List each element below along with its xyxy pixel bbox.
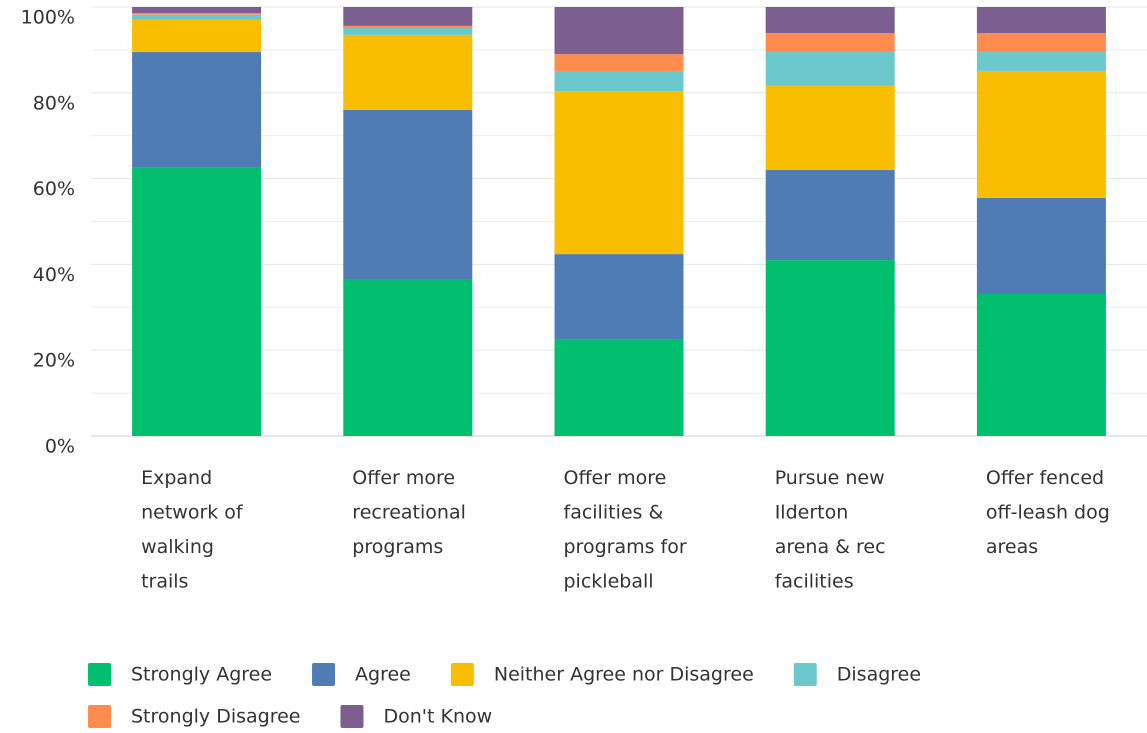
legend-label: Don't Know (383, 706, 492, 728)
legend-swatch (88, 705, 111, 728)
x-tick-label: Expand network of walking trails (141, 467, 244, 593)
bar-segment (132, 19, 262, 53)
bar-segment (976, 52, 1106, 71)
y-tick-label: 40% (33, 264, 75, 286)
bar-segment (765, 33, 895, 53)
bar-segment (343, 25, 473, 29)
y-tick-label: 80% (33, 92, 75, 114)
bar-segment (976, 294, 1106, 436)
bar-segment (765, 85, 895, 171)
bar-segment (554, 339, 684, 436)
legend-label: Disagree (837, 664, 921, 686)
bar-segment (343, 109, 473, 279)
legend-label: Agree (355, 664, 411, 686)
legend-label: Neither Agree nor Disagree (494, 664, 754, 686)
legend-swatch (793, 663, 817, 686)
y-tick-label: 100% (21, 7, 75, 29)
bar-segment (554, 70, 684, 92)
bar-segment (976, 70, 1106, 198)
bar-segment (976, 7, 1106, 34)
x-tick-label: Pursue new Ilderton arena & rec facilities (775, 467, 886, 593)
bar-segment (343, 34, 473, 110)
bar-segment (765, 170, 895, 261)
bar-segment (765, 260, 895, 436)
legend-swatch (88, 663, 111, 686)
bar-segment (765, 52, 895, 86)
bar-segment (554, 54, 684, 71)
bar-segment (765, 7, 895, 34)
legend-label: Strongly Disagree (131, 706, 300, 728)
x-tick-label: Offer more recreational programs (352, 467, 466, 558)
bar-segment (554, 91, 684, 255)
bar-segment (132, 13, 262, 15)
legend-label: Strongly Agree (131, 664, 272, 686)
bar-segment (343, 278, 473, 436)
y-tick-label: 0% (45, 436, 75, 458)
y-tick-label: 20% (33, 350, 75, 372)
bar-segment (343, 7, 473, 26)
bar-segment (554, 7, 684, 55)
bar-segment (554, 254, 684, 340)
bar-segment (976, 197, 1106, 295)
x-tick-label: Offer fenced off-leash dog areas (986, 467, 1110, 558)
bar-segment (132, 7, 262, 14)
legend-swatch (340, 705, 364, 728)
bar-segment (132, 52, 262, 168)
x-tick-label: Offer more facilities & programs for pickle… (564, 467, 687, 593)
bar-segment (132, 14, 262, 20)
bar-segment (976, 33, 1106, 53)
y-tick-label: 60% (33, 178, 75, 200)
legend-swatch (312, 663, 336, 686)
legend-swatch (450, 663, 474, 686)
bar-segment (132, 167, 262, 436)
bar-segment (343, 28, 473, 35)
